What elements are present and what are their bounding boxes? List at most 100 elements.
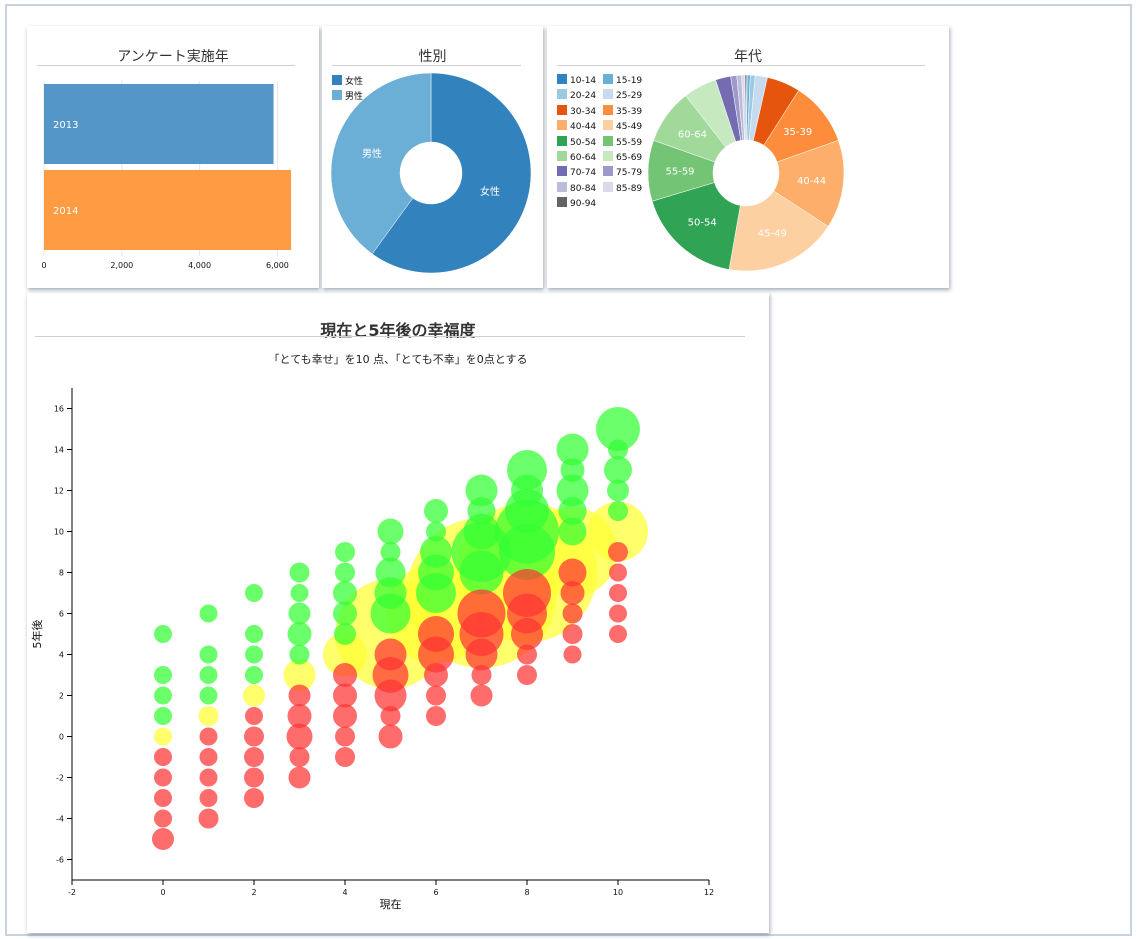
panel-age: 年代 10-14 15-19 20-24 25-29 30-34 35-39 40-44 45… <box>547 26 949 288</box>
legend-label: 40-44 <box>570 122 597 133</box>
legend-label: 男性 <box>345 92 364 102</box>
bubble-red <box>558 558 587 587</box>
bubble-red <box>245 707 263 725</box>
bubble-green <box>380 542 401 562</box>
legend-item: 90-94 <box>557 197 596 209</box>
bubble-green <box>288 602 311 625</box>
legend-item: 男性 <box>332 89 363 102</box>
bubble-chart: -2 0 2 4 6 8 10 12 -6 -4 -2 0 2 4 6 8 10 12 14 16 現在 5年後 <box>30 388 714 911</box>
legend-label: 45-49 <box>616 122 643 133</box>
bubble-green <box>287 622 312 646</box>
legend-label: 15-19 <box>616 76 643 86</box>
x-tick-label: 0 <box>41 261 46 270</box>
legend-swatch <box>603 74 613 84</box>
legend-swatch <box>603 89 613 100</box>
y-tick-label: 2 <box>59 692 64 701</box>
bubble-red <box>154 809 172 828</box>
y-axis-label: 5年後 <box>30 620 44 649</box>
legend-label: 女性 <box>345 77 364 87</box>
x-tick-label: 4,000 <box>188 261 211 270</box>
legend-item: 50-54 <box>557 135 597 148</box>
bubble-red <box>426 685 446 706</box>
bar <box>44 170 292 250</box>
x-axis-label: 現在 <box>380 898 402 911</box>
pie-slice <box>744 74 747 141</box>
bubble-green <box>154 707 172 725</box>
bubble-red <box>152 828 174 850</box>
legend-label: 55-59 <box>616 137 643 148</box>
slice-label: 50-54 <box>688 217 717 228</box>
legend-swatch <box>603 104 613 115</box>
bubble-red <box>333 704 357 728</box>
bubble-red <box>335 726 355 747</box>
bubble-red <box>378 724 403 749</box>
panel-gender: 性別 女性 男性 女性 男性 <box>322 26 543 288</box>
y-tick-label: 0 <box>59 733 64 742</box>
legend-label: 20-24 <box>570 91 597 102</box>
bubble-green <box>154 666 172 684</box>
bubble-red <box>199 748 218 766</box>
bubble-green <box>377 518 404 545</box>
bubble-yellow <box>243 684 265 707</box>
bubble-green <box>424 499 448 523</box>
bubble-green <box>245 584 263 602</box>
x-tick-label: 6 <box>433 888 438 897</box>
bubble-red <box>380 706 401 726</box>
x-tick-label: 0 <box>160 888 165 897</box>
bubble-green <box>558 517 587 546</box>
bubble-red <box>562 603 583 624</box>
legend-swatch <box>603 135 613 146</box>
legend-swatch <box>557 74 567 84</box>
legend-item: 女性 <box>332 74 363 87</box>
x-tick-label: 10 <box>613 888 623 897</box>
legend-swatch <box>603 181 613 192</box>
bubble-green <box>333 581 357 605</box>
legend-swatch <box>557 151 567 161</box>
bar-label: 2014 <box>53 206 78 217</box>
bubble-green <box>199 604 218 623</box>
legend-item: 60-64 <box>557 151 596 163</box>
bubble-green <box>245 645 263 664</box>
x-tick-label: 4 <box>342 888 347 897</box>
bubble-green <box>154 625 172 643</box>
bubble-red <box>608 542 628 562</box>
bubble-red <box>199 789 218 807</box>
bubble-green <box>245 625 263 643</box>
bubble-red <box>471 665 492 685</box>
legend-item: 30-34 <box>557 104 596 117</box>
y-tick-label: -6 <box>56 856 64 865</box>
age-donut: 35-39 40-44 45-49 50-54 55-59 60-64 <box>647 74 845 272</box>
legend-item: 80-84 <box>557 181 596 194</box>
bubble-red <box>333 683 357 708</box>
bubble-green <box>245 666 263 684</box>
slice-label: 60-64 <box>678 129 707 140</box>
bubble-red <box>244 788 264 808</box>
bubble-red <box>418 636 454 673</box>
bubble-green <box>556 433 589 466</box>
title-rule <box>557 65 925 66</box>
bubble-red <box>333 663 357 687</box>
x-tick-label: 8 <box>524 888 529 897</box>
bubble-red <box>563 645 582 664</box>
bubble-yellow <box>154 727 172 746</box>
legend-swatch <box>557 166 567 177</box>
bubble-red <box>154 748 172 766</box>
bubble-green <box>596 407 640 451</box>
legend-label: 10-14 <box>570 76 597 86</box>
bubble-green <box>558 497 587 525</box>
x-tick-label: 12 <box>704 888 714 897</box>
legend-swatch <box>332 75 342 85</box>
y-tick-label: 6 <box>59 610 64 619</box>
age-legend: 10-14 15-19 20-24 25-29 30-34 35-39 40-44 45-49… <box>557 74 657 214</box>
slice-label: 55-59 <box>665 166 694 177</box>
legend-item: 65-69 <box>603 151 642 163</box>
legend-label: 85-89 <box>616 183 643 194</box>
y-tick-label: 12 <box>54 487 64 496</box>
bubble-red <box>511 618 543 650</box>
bubble-green <box>416 573 456 613</box>
y-tick-label: -2 <box>56 774 64 783</box>
pie-slice <box>330 72 432 255</box>
bubble-red <box>288 766 311 789</box>
legend-label: 50-54 <box>570 137 597 148</box>
